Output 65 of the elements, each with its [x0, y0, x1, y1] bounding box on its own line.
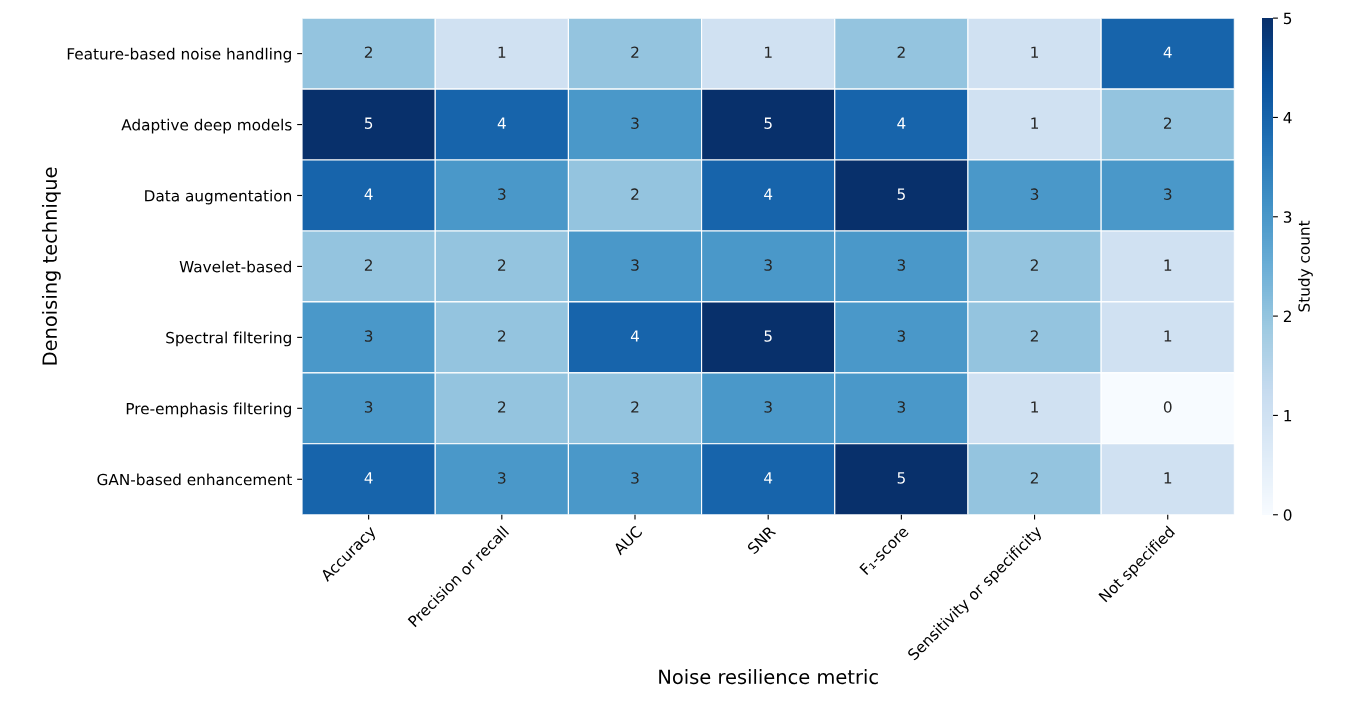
data-label: 3	[364, 330, 373, 342]
data-label: 4	[497, 117, 506, 129]
data-label: 1	[1164, 472, 1172, 484]
data-label: 1	[1031, 46, 1039, 58]
data-label: 3	[1030, 188, 1039, 200]
data-label: 5	[897, 472, 905, 484]
data-label: 1	[1164, 259, 1172, 271]
data-label: 1	[498, 46, 506, 58]
data-label: 2	[1030, 330, 1038, 342]
data-label: 3	[897, 330, 906, 342]
data-label: 4	[764, 188, 773, 200]
data-label: 1	[1031, 401, 1039, 413]
color-bar-title: Study count	[1298, 220, 1313, 312]
data-label: 3	[897, 401, 906, 413]
y-tick-label: Feature-based noise handling	[67, 47, 291, 63]
color-bar-label: 4	[1283, 112, 1292, 124]
data-label: 2	[1030, 472, 1038, 484]
data-label: 4	[764, 472, 773, 484]
data-label: 2	[364, 46, 372, 58]
data-label: 3	[1164, 188, 1172, 200]
data-label: 1	[1031, 117, 1039, 129]
data-label: 5	[764, 330, 772, 342]
data-label: 2	[631, 188, 639, 200]
color-bar-label: 2	[1283, 310, 1291, 322]
data-label: 3	[764, 259, 772, 271]
data-label: 2	[364, 259, 372, 271]
data-label: 3	[764, 401, 772, 413]
data-label: 4	[364, 188, 373, 200]
data-label: 2	[1164, 117, 1172, 129]
data-label: 2	[498, 259, 506, 271]
data-label: 0	[1163, 401, 1172, 413]
color-bar-label: 0	[1283, 509, 1292, 521]
data-label: 2	[498, 330, 506, 342]
data-label: 3	[631, 472, 639, 484]
color-bar-label: 5	[1283, 12, 1292, 25]
y-tick-label: Wavelet-based	[179, 260, 291, 273]
y-axis-title: Denoising technique	[41, 167, 61, 365]
data-label: 3	[364, 401, 373, 413]
data-label: 5	[764, 117, 772, 129]
data-label: 2	[631, 46, 639, 58]
data-label: 2	[631, 401, 639, 413]
data-label: 3	[631, 259, 639, 271]
data-label: 3	[631, 117, 639, 129]
data-label: 1	[1164, 330, 1172, 342]
y-tick-label: Pre-emphasis filtering	[126, 402, 291, 418]
y-tick-label: Adaptive deep models	[121, 118, 292, 134]
data-label: 2	[498, 401, 506, 413]
color-bar-label: 1	[1284, 410, 1292, 422]
data-label: 1	[765, 46, 772, 58]
x-axis-title: Noise resilience metric	[659, 669, 878, 685]
y-tick-label: Spectral filtering	[166, 331, 291, 347]
data-label: 2	[1030, 259, 1038, 271]
data-label: 4	[364, 472, 373, 484]
data-label: 2	[897, 46, 905, 58]
data-label: 4	[897, 117, 906, 129]
y-tick-label: GAN-based enhancement	[97, 473, 292, 486]
data-label: 3	[897, 259, 906, 271]
data-label: 5	[364, 117, 373, 129]
data-label: 4	[630, 330, 640, 342]
y-tick-label: Data augmentation	[145, 189, 292, 205]
data-label: 3	[498, 188, 506, 200]
color-bar-label: 3	[1283, 211, 1292, 223]
data-label: 4	[1163, 46, 1172, 58]
data-label: 3	[498, 472, 506, 484]
data-label: 5	[897, 188, 905, 200]
